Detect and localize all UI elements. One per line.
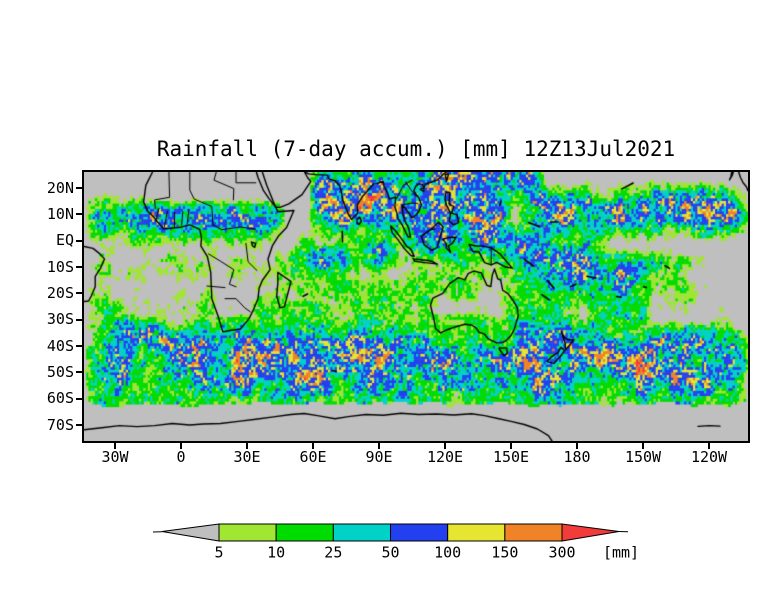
lon-tick-label: 30E [233,448,261,466]
colorbar-segment [390,523,449,542]
colorbar-tick-label: 300 [548,544,575,562]
map-plot-area [82,170,750,443]
colorbar-tick-label: 50 [381,544,399,562]
lon-tick-mark [312,443,315,449]
lon-tick-mark [246,443,249,449]
colorbar: 5 10 25 50 100 150 300 [mm] [152,523,639,562]
lat-tick-label: 60S [46,389,74,408]
lon-tick-mark [180,443,183,449]
lon-tick-label: 150W [624,448,662,466]
lon-tick-label: 90E [365,448,393,466]
chart-title: Rainfall (7-day accum.) [mm] 12Z13Jul202… [156,137,676,161]
colorbar-segment [218,523,277,542]
colorbar-tick-label: 150 [491,544,518,562]
lon-tick-mark [444,443,447,449]
lon-tick-label: 30W [101,448,129,466]
lon-tick-mark [510,443,513,449]
rainfall-map-canvas [84,172,748,441]
colorbar-tick-label: 100 [434,544,461,562]
colorbar-tick-label: 5 [214,544,223,562]
colorbar-segment [504,523,563,542]
colorbar-segment [447,523,506,542]
colorbar-segment [275,523,334,542]
colorbar-below-min-arrow [161,523,220,542]
lat-tick-label: 40S [46,336,74,355]
lat-tick-label: 10N [46,204,74,223]
lat-tick-label: 20S [46,283,74,302]
lon-tick-label: 0 [176,448,186,466]
lon-tick-mark [378,443,381,449]
colorbar-tick-label: 25 [324,544,342,562]
lat-tick-label: 30S [46,310,74,329]
lat-tick-label: 10S [46,257,74,276]
lon-tick-label: 120W [690,448,728,466]
lat-tick-label: 50S [46,362,74,381]
lat-tick-label: 20N [46,178,74,197]
colorbar-segment [332,523,392,542]
lon-tick-mark [576,443,579,449]
colorbar-tick-label: 10 [267,544,285,562]
lat-tick-label: EQ [55,231,74,250]
lon-tick-label: 180 [563,448,591,466]
colorbar-unit-label: [mm] [603,544,639,562]
lon-tick-label: 120E [426,448,464,466]
lon-tick-mark [708,443,711,449]
lon-tick-label: 150E [492,448,530,466]
lon-tick-mark [114,443,117,449]
lat-tick-label: 70S [46,415,74,434]
lon-tick-mark [642,443,645,449]
colorbar-above-max-arrow [561,523,620,542]
lon-tick-label: 60E [299,448,327,466]
